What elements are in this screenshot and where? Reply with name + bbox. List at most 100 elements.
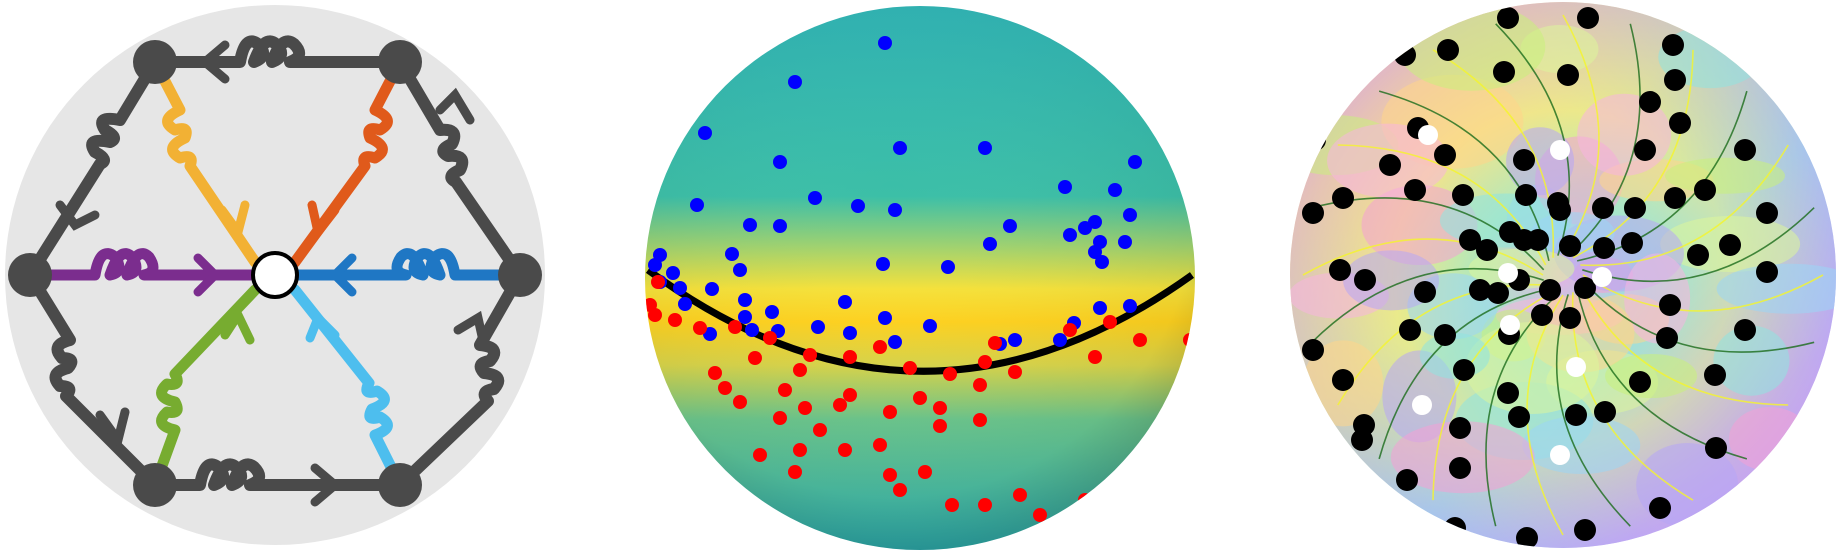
arrow-left-upper (55, 200, 100, 231)
stream-line (1562, 14, 1600, 256)
zero-point (1497, 7, 1519, 29)
edge-upper-right (394, 56, 526, 281)
zero-point (1379, 154, 1401, 176)
zero-point (1705, 437, 1727, 459)
zero-point (1694, 179, 1716, 201)
blue-point (738, 293, 752, 307)
zero-point (1559, 307, 1581, 329)
blue-point (765, 305, 779, 319)
phase-blob (1522, 416, 1641, 475)
edge-bottom (149, 458, 406, 491)
spoke-purple (24, 248, 261, 281)
blue-point (983, 237, 997, 251)
zero-point (1453, 359, 1475, 381)
zero-point (1662, 34, 1684, 56)
red-point (988, 336, 1002, 350)
vertex-top-left (133, 40, 177, 84)
blue-point (1118, 235, 1132, 249)
red-point (913, 391, 927, 405)
zero-point (1549, 199, 1571, 221)
blue-point (1128, 155, 1142, 169)
red-point (793, 443, 807, 457)
red-point (708, 366, 722, 380)
zero-point (1516, 527, 1538, 548)
phase-disk (1290, 2, 1836, 548)
arrow-top (198, 40, 230, 84)
blue-point (738, 310, 752, 324)
red-point (763, 331, 777, 345)
phase-blob (1665, 157, 1786, 194)
red-point (1103, 315, 1117, 329)
red-point (651, 275, 665, 289)
red-point (978, 498, 992, 512)
zero-point (1399, 319, 1421, 341)
red-point (1078, 493, 1092, 507)
arrow-cyan (305, 309, 340, 343)
red-point (838, 443, 852, 457)
stream-line (1495, 23, 1571, 256)
blue-point (1063, 228, 1077, 242)
red-point (843, 350, 857, 364)
zero-point (1396, 469, 1418, 491)
red-point (1008, 365, 1022, 379)
edge-arrows (55, 40, 489, 507)
red-point (883, 405, 897, 419)
arrow-green (220, 305, 255, 345)
red-point (813, 423, 827, 437)
blue-point (811, 320, 825, 334)
pole-point (1550, 140, 1570, 160)
zero-point (1304, 129, 1326, 151)
sphere-panel (640, 0, 1200, 551)
red-point (645, 298, 657, 312)
spoke-green (149, 284, 261, 491)
spoke-blue (289, 248, 526, 281)
zero-point (1664, 187, 1686, 209)
red-point (1063, 323, 1077, 337)
red-point (733, 395, 747, 409)
blue-point (838, 295, 852, 309)
zero-point (1434, 144, 1456, 166)
zero-point (1577, 7, 1599, 29)
zero-point (1332, 369, 1354, 391)
zero-point (1476, 239, 1498, 261)
spoke-orange (289, 56, 406, 268)
phase-portrait-panel (1280, 0, 1842, 551)
edge-lower-right (394, 269, 526, 491)
zero-point (1302, 202, 1324, 224)
zero-point (1539, 279, 1561, 301)
arrow-blue (328, 253, 357, 297)
blue-point (978, 141, 992, 155)
hexagon-edges (24, 35, 526, 491)
arrow-right-lower (453, 310, 489, 350)
red-point (773, 411, 787, 425)
red-point (803, 348, 817, 362)
zero-point (1639, 91, 1661, 113)
spoke-yellow (149, 56, 261, 268)
red-point (1013, 488, 1027, 502)
zero-point (1414, 281, 1436, 303)
edge-lower-left (24, 269, 161, 491)
red-point (668, 313, 682, 327)
blue-point (1123, 299, 1137, 313)
phase-blob (1624, 253, 1691, 344)
zero-point (1557, 64, 1579, 86)
zero-point (1327, 9, 1349, 31)
blue-point (666, 266, 680, 280)
red-point (943, 367, 957, 381)
zero-point (1527, 229, 1549, 251)
zero-point (1444, 517, 1466, 539)
red-point (1088, 350, 1102, 364)
spoke-cyan (289, 284, 406, 491)
pole-point (1566, 357, 1586, 377)
arrow-right-upper (435, 87, 475, 125)
blue-point (673, 281, 687, 295)
zero-point (1449, 417, 1471, 439)
zero-point (1302, 339, 1324, 361)
red-point (718, 381, 732, 395)
blue-point (888, 335, 902, 349)
zero-point (1565, 404, 1587, 426)
blue-point (1053, 333, 1067, 347)
zero-point (1513, 149, 1535, 171)
red-point (918, 465, 932, 479)
center-vertex (251, 251, 299, 299)
